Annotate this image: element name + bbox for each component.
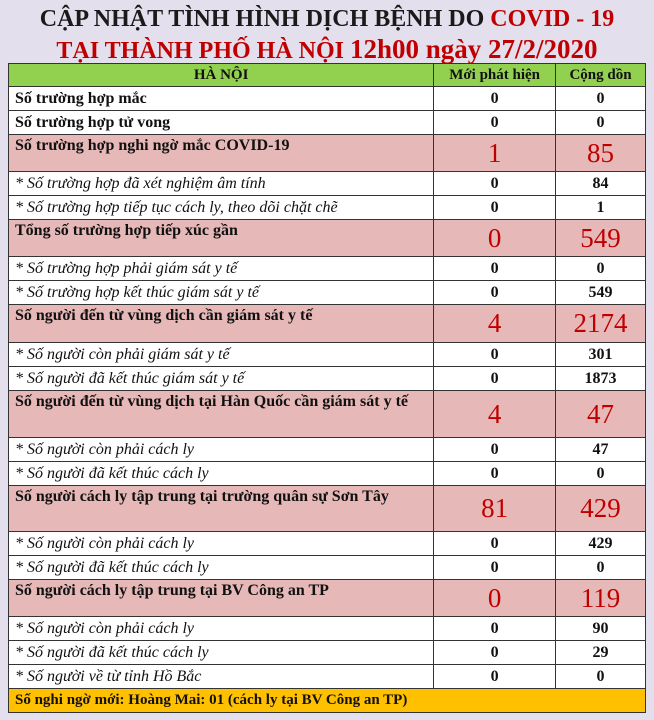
header-new: Mới phát hiện xyxy=(433,63,557,87)
table-row: Số người đến từ vùng dịch cần giám sát y… xyxy=(7,304,646,343)
cumulative-cell: 2174 xyxy=(555,304,646,343)
cumulative-cell: 0 xyxy=(555,461,646,486)
table-row: * Số người đã kết thúc cách ly 0 29 xyxy=(7,640,646,665)
header-hanoi: HÀ NỘI xyxy=(7,63,435,87)
table-row: * Số trường hợp phải giám sát y tế 0 0 xyxy=(7,256,646,281)
row-label: Số người đến từ vùng dịch tại Hàn Quốc c… xyxy=(7,390,435,438)
table-row: * Số trường hợp đã xét nghiệm âm tính 0 84 xyxy=(7,171,646,196)
table-row: Số người cách ly tập trung tại BV Công a… xyxy=(7,579,646,617)
new-cases-cell: 4 xyxy=(433,390,557,438)
new-cases-cell: 0 xyxy=(433,219,557,257)
row-label: Tổng số trường hợp tiếp xúc gần xyxy=(7,219,435,257)
title-city: TẠI THÀNH PHỐ HÀ NỘI xyxy=(56,38,351,64)
row-label: * Số người đã kết thúc cách ly xyxy=(7,555,435,580)
title-line-2: TẠI THÀNH PHỐ HÀ NỘI 12h00 ngày 27/2/202… xyxy=(0,34,654,66)
cumulative-cell: 29 xyxy=(555,640,646,665)
table-row: * Số người còn phải cách ly 0 90 xyxy=(7,616,646,641)
row-label: Số người cách ly tập trung tại BV Công a… xyxy=(7,579,435,617)
table-row: * Số người còn phải cách ly 0 47 xyxy=(7,437,646,462)
row-label: Số người đến từ vùng dịch cần giám sát y… xyxy=(7,304,435,343)
new-cases-cell: 0 xyxy=(433,195,557,220)
cumulative-cell: 0 xyxy=(555,664,646,689)
row-label: * Số người còn phải cách ly xyxy=(7,616,435,641)
new-cases-cell: 0 xyxy=(433,555,557,580)
statistics-table: HÀ NỘI Mới phát hiện Cộng dồn Số trường … xyxy=(7,63,646,713)
cumulative-cell: 0 xyxy=(555,86,646,111)
cumulative-cell: 1 xyxy=(555,195,646,220)
cumulative-cell: 0 xyxy=(555,256,646,281)
new-cases-cell: 0 xyxy=(433,171,557,196)
cumulative-cell: 47 xyxy=(555,390,646,438)
row-label: Số trường hợp nghi ngờ mắc COVID-19 xyxy=(7,134,435,172)
cumulative-cell: 47 xyxy=(555,437,646,462)
row-label: * Số người đã kết thúc giám sát y tế xyxy=(7,366,435,391)
table-row: * Số người còn phải giám sát y tế 0 301 xyxy=(7,342,646,367)
footer-note: Số nghi ngờ mới: Hoàng Mai: 01 (cách ly … xyxy=(8,688,646,713)
table-header: HÀ NỘI Mới phát hiện Cộng dồn xyxy=(7,63,646,87)
cumulative-cell: 85 xyxy=(555,134,646,172)
cumulative-cell: 549 xyxy=(555,280,646,305)
cumulative-cell: 301 xyxy=(555,342,646,367)
table-row: * Số người về từ tỉnh Hồ Bắc 0 0 xyxy=(7,664,646,689)
new-cases-cell: 0 xyxy=(433,579,557,617)
table-row: Tổng số trường hợp tiếp xúc gần 0 549 xyxy=(7,219,646,257)
new-cases-cell: 0 xyxy=(433,437,557,462)
header-total: Cộng dồn xyxy=(555,63,646,87)
table-row: Số người cách ly tập trung tại trường qu… xyxy=(7,485,646,532)
row-label: * Số người về từ tỉnh Hồ Bắc xyxy=(7,664,435,689)
new-cases-cell: 0 xyxy=(433,280,557,305)
table-row: Số người đến từ vùng dịch tại Hàn Quốc c… xyxy=(7,390,646,438)
cumulative-cell: 429 xyxy=(555,531,646,556)
cumulative-cell: 90 xyxy=(555,616,646,641)
row-label: * Số người còn phải cách ly xyxy=(7,437,435,462)
table-row: * Số người còn phải cách ly 0 429 xyxy=(7,531,646,556)
new-cases-cell: 0 xyxy=(433,616,557,641)
table-row: * Số người đã kết thúc cách ly 0 0 xyxy=(7,461,646,486)
table-row: * Số trường hợp tiếp tục cách ly, theo d… xyxy=(7,195,646,220)
table-row: * Số người đã kết thúc giám sát y tế 0 187… xyxy=(7,366,646,391)
table-row: Số trường hợp mắc 0 0 xyxy=(7,86,646,111)
new-cases-cell: 1 xyxy=(433,134,557,172)
new-cases-cell: 81 xyxy=(433,485,557,532)
table-row: Số trường hợp tử vong 0 0 xyxy=(7,110,646,135)
row-label: * Số trường hợp kết thúc giám sát y tế xyxy=(7,280,435,305)
cumulative-cell: 549 xyxy=(555,219,646,257)
row-label: * Số trường hợp đã xét nghiệm âm tính xyxy=(7,171,435,196)
new-cases-cell: 0 xyxy=(433,256,557,281)
title-text: CẬP NHẬT TÌNH HÌNH DỊCH BỆNH DO xyxy=(39,6,491,32)
new-cases-cell: 0 xyxy=(433,110,557,135)
row-label: * Số trường hợp phải giám sát y tế xyxy=(7,256,435,281)
row-label: Số trường hợp mắc xyxy=(7,86,435,111)
cumulative-cell: 0 xyxy=(555,110,646,135)
row-label: * Số trường hợp tiếp tục cách ly, theo d… xyxy=(7,195,435,220)
title-date: 12h00 ngày 27/2/2020 xyxy=(350,34,598,64)
row-label: Số người cách ly tập trung tại trường qu… xyxy=(7,485,435,532)
new-cases-cell: 0 xyxy=(433,664,557,689)
table-row: * Số trường hợp kết thúc giám sát y tế 0 5… xyxy=(7,280,646,305)
new-cases-cell: 0 xyxy=(433,461,557,486)
cumulative-cell: 0 xyxy=(555,555,646,580)
table-row: * Số người đã kết thúc cách ly 0 0 xyxy=(7,555,646,580)
title-line-1: CẬP NHẬT TÌNH HÌNH DỊCH BỆNH DO COVID - … xyxy=(0,4,654,34)
new-cases-cell: 0 xyxy=(433,531,557,556)
cumulative-cell: 429 xyxy=(555,485,646,532)
cumulative-cell: 1873 xyxy=(555,366,646,391)
row-label: * Số người còn phải giám sát y tế xyxy=(7,342,435,367)
row-label: Số trường hợp tử vong xyxy=(7,110,435,135)
new-cases-cell: 0 xyxy=(433,86,557,111)
new-cases-cell: 0 xyxy=(433,640,557,665)
title-covid: COVID - 19 xyxy=(490,6,615,32)
cumulative-cell: 84 xyxy=(555,171,646,196)
footer-row: Số nghi ngờ mới: Hoàng Mai: 01 (cách ly … xyxy=(8,688,646,713)
row-label: * Số người đã kết thúc cách ly xyxy=(7,640,435,665)
cumulative-cell: 119 xyxy=(555,579,646,617)
row-label: * Số người còn phải cách ly xyxy=(7,531,435,556)
new-cases-cell: 0 xyxy=(433,342,557,367)
row-label: * Số người đã kết thúc cách ly xyxy=(7,461,435,486)
table-row: Số trường hợp nghi ngờ mắc COVID-19 1 85 xyxy=(7,134,646,172)
new-cases-cell: 4 xyxy=(433,304,557,343)
new-cases-cell: 0 xyxy=(433,366,557,391)
